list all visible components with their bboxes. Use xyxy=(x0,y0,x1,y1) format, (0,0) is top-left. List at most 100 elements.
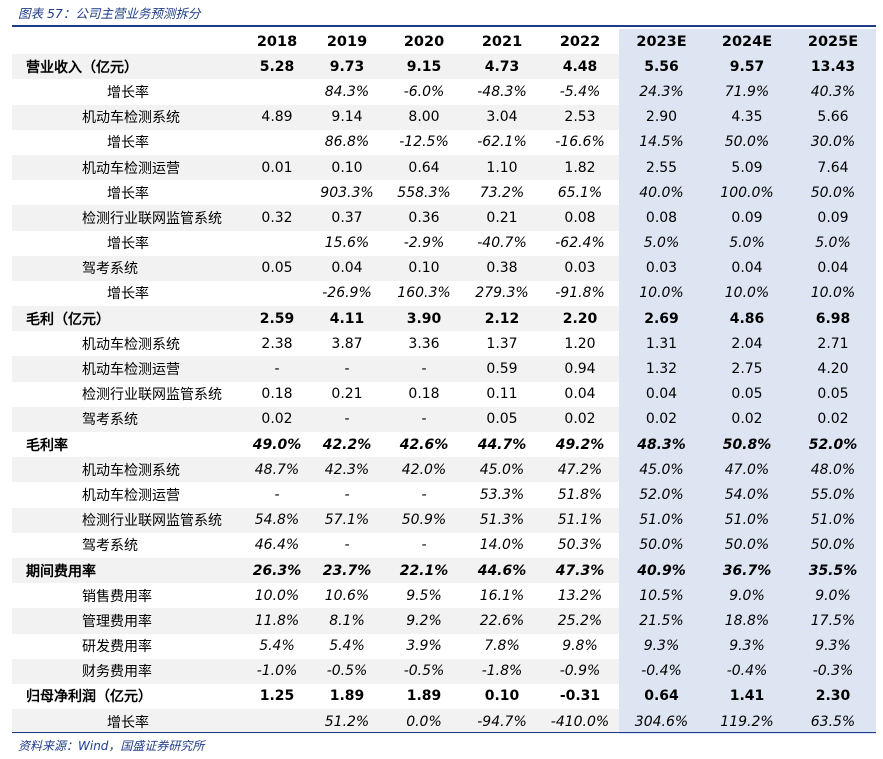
value-cell: 1.89 xyxy=(406,688,442,705)
forecast-cell: 21.5% xyxy=(619,608,704,634)
forecast-cell: 50.0% xyxy=(619,532,704,558)
forecast-cell: 2.04 xyxy=(704,331,790,357)
value-cell: 22.6% xyxy=(463,608,541,634)
value-cell: 13.2% xyxy=(557,587,603,604)
value-cell: 84.3% xyxy=(324,83,370,100)
forecast-cell: 40.3% xyxy=(790,79,876,105)
forecast-cell: 100.0% xyxy=(704,180,790,206)
forecast-cell: 52.0% xyxy=(790,432,876,458)
forecast-cell: 1.32 xyxy=(619,356,704,382)
value-cell: 2.12 xyxy=(463,306,541,332)
value-cell: 44.7% xyxy=(477,436,527,453)
value-cell: 5.4% xyxy=(329,638,365,655)
value-cell: -62.4% xyxy=(555,235,605,252)
forecast-cell: 9.57 xyxy=(704,54,790,80)
forecast-cell: 2.75 xyxy=(704,356,790,382)
row-label: 驾考系统 xyxy=(82,538,138,555)
row-label: 检测行业联网监管系统 xyxy=(12,205,245,231)
row-label: 管理费用率 xyxy=(12,608,245,634)
value-cell: -6.0% xyxy=(403,83,445,100)
value-cell: 86.8% xyxy=(324,134,370,151)
header-year-forecast: 2023E xyxy=(619,29,704,55)
row-label: 增长率 xyxy=(107,135,149,152)
value-cell: - xyxy=(421,537,427,554)
value-cell: 42.0% xyxy=(385,457,463,483)
forecast-cell: 0.04 xyxy=(619,381,704,407)
value-cell: 65.1% xyxy=(557,184,603,201)
value-cell: -1.8% xyxy=(463,658,541,684)
table-body: 营业收入（亿元） 5.28 9.73 9.15 4.73 4.48 5.56 9.57 13.4… xyxy=(12,54,876,735)
table-row: 机动车检测运营 - - -0.59 0.94 1.32 2.75 4.20 xyxy=(12,356,876,382)
table-row: 研发费用率 5.4% 5.4% 3.9% 7.8% 9.8% 9.3% 9.3% 9.3% xyxy=(12,633,876,659)
value-cell: 42.2% xyxy=(322,436,372,453)
forecast-cell: 13.43 xyxy=(790,54,876,80)
table-row: 销售费用率 10.0% 10.6% 9.5% 16.1% 13.2% 10.5% 9.0% 9.… xyxy=(12,583,876,609)
value-cell: 3.90 xyxy=(385,306,463,332)
forecast-cell: 4.35 xyxy=(704,104,790,130)
value-cell: 0.08 xyxy=(541,205,619,231)
value-cell: 4.48 xyxy=(541,54,619,80)
row-label: 检测行业联网监管系统 xyxy=(12,507,245,533)
value-cell: -91.8% xyxy=(555,285,605,302)
forecast-cell: 9.3% xyxy=(704,633,790,659)
table-row: 驾考系统 0.05 0.04 0.10 0.38 0.03 0.03 0.04 0.04 xyxy=(12,255,876,281)
value-cell: 0.01 xyxy=(245,154,309,181)
row-label: 机动车检测系统 xyxy=(12,457,245,483)
value-cell: 42.3% xyxy=(309,457,385,483)
table-row: 归母净利润（亿元） 1.25 1.89 1.89 0.10 -0.31 0.64 1.41 2.… xyxy=(12,683,876,710)
row-label: 营业收入（亿元） xyxy=(12,54,245,80)
forecast-cell: 10.0% xyxy=(619,280,704,307)
value-cell: - xyxy=(421,486,427,503)
bottom-rule xyxy=(12,732,876,733)
value-cell: 0.21 xyxy=(463,205,541,231)
value-cell: - xyxy=(344,486,350,503)
value-cell: 10.0% xyxy=(254,587,300,604)
figure-caption: 图表 57：公司主营业务预测拆分 xyxy=(18,6,201,21)
value-cell: 2.38 xyxy=(261,335,293,352)
table-row: 管理费用率 11.8% 8.1% 9.2% 22.6% 25.2% 21.5% 18.8% 17… xyxy=(12,608,876,634)
forecast-cell: 0.64 xyxy=(619,683,704,710)
forecast-cell: 55.0% xyxy=(790,482,876,508)
forecast-cell: 50.8% xyxy=(704,432,790,458)
value-cell: 1.20 xyxy=(564,335,596,352)
table-row: 检测行业联网监管系统 0.32 0.37 0.36 0.21 0.08 0.08 0.09 0.… xyxy=(12,205,876,231)
value-cell: - xyxy=(344,537,350,554)
value-cell: 22.1% xyxy=(385,557,463,584)
value-cell: 2.20 xyxy=(541,306,619,332)
value-cell: 16.1% xyxy=(479,587,525,604)
header-year: 2022 xyxy=(559,33,601,50)
forecast-cell: 2.30 xyxy=(790,683,876,710)
value-cell: 15.6% xyxy=(324,235,370,252)
forecast-table: 2018 2019 2020 2021 2022 2023E 2024E 202… xyxy=(12,29,876,735)
forecast-cell: 0.04 xyxy=(790,255,876,281)
table-row: 检测行业联网监管系统 54.8% 57.1% 50.9% 51.3% 51.1% 51.0%… xyxy=(12,507,876,533)
value-cell: 0.10 xyxy=(309,154,385,181)
forecast-cell: 48.3% xyxy=(619,432,704,458)
forecast-cell: 10.5% xyxy=(619,583,704,609)
value-cell: - xyxy=(309,356,385,382)
value-cell: 1.25 xyxy=(259,688,295,705)
value-cell: -48.3% xyxy=(477,83,527,100)
value-cell: 3.36 xyxy=(408,335,440,352)
forecast-cell: 304.6% xyxy=(619,709,704,735)
forecast-cell: 6.98 xyxy=(790,306,876,332)
value-cell: 0.36 xyxy=(385,205,463,231)
value-cell: -410.0% xyxy=(541,709,619,735)
forecast-cell: -0.3% xyxy=(790,658,876,684)
value-cell: 50.9% xyxy=(385,507,463,533)
forecast-cell: 51.0% xyxy=(790,507,876,533)
row-label: 增长率 xyxy=(107,84,149,101)
table-row: 财务费用率 -1.0% -0.5% -0.5% -1.8% -0.9% -0.4% -0.4%… xyxy=(12,658,876,684)
value-cell: -0.9% xyxy=(541,658,619,684)
header-year: 2021 xyxy=(481,33,523,50)
value-cell: 0.37 xyxy=(309,205,385,231)
value-cell: 2.53 xyxy=(541,104,619,130)
forecast-cell: 5.56 xyxy=(619,54,704,80)
forecast-cell: 54.0% xyxy=(704,482,790,508)
table-row: 增长率 903.3% 558.3% 73.2% 65.1% 40.0% 100.0% 50.0… xyxy=(12,180,876,206)
forecast-cell: -0.4% xyxy=(704,658,790,684)
row-label: 驾考系统 xyxy=(12,406,245,432)
table-row: 毛利（亿元） 2.59 4.11 3.90 2.12 2.20 2.69 4.86 6.98 xyxy=(12,306,876,332)
forecast-cell: 17.5% xyxy=(790,608,876,634)
forecast-cell: 2.69 xyxy=(619,306,704,332)
